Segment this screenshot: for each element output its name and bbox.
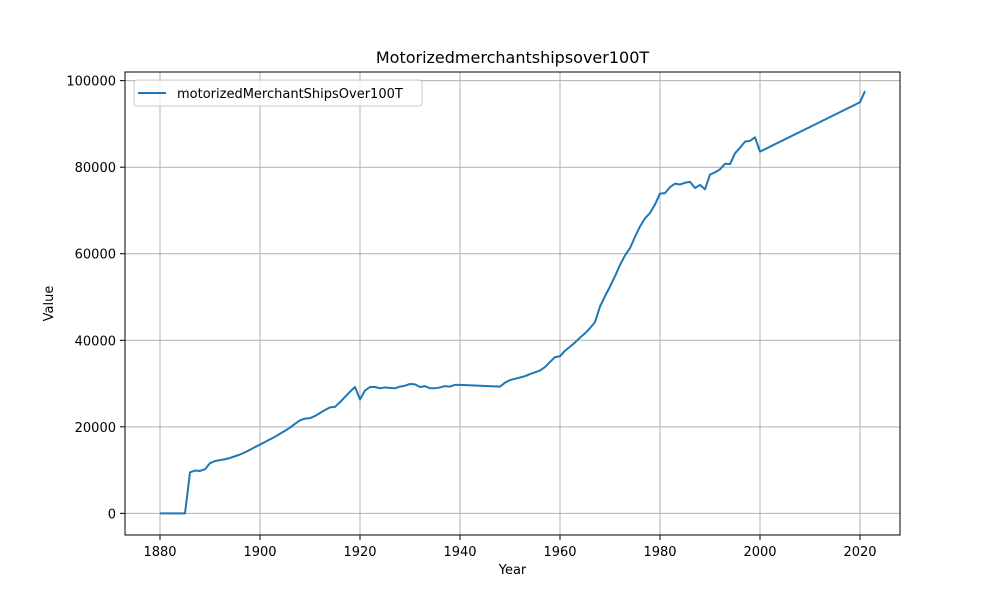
y-tick-label: 0: [108, 507, 116, 522]
y-tick-label: 80000: [75, 161, 116, 176]
x-tick-label: 1880: [143, 545, 176, 560]
x-tick-label: 1940: [443, 545, 476, 560]
x-tick-label: 1960: [543, 545, 576, 560]
y-tick-label: 40000: [75, 334, 116, 349]
plot-frame: [124, 71, 901, 536]
legend: motorizedMerchantShipsOver100T: [133, 79, 423, 107]
x-tick-label: 2000: [743, 545, 776, 560]
y-tick-label: 20000: [75, 421, 116, 436]
series-line: [160, 90, 866, 515]
x-axis-label: Year: [498, 563, 527, 578]
legend-box: [133, 79, 423, 107]
series-layer: [160, 90, 866, 515]
y-axis-ticks: 0 20000 40000 60000 80000 100000: [66, 75, 125, 522]
y-tick-label: 60000: [75, 248, 116, 263]
x-tick-label: 2020: [843, 545, 876, 560]
legend-label: motorizedMerchantShipsOver100T: [177, 87, 403, 102]
grid: [125, 72, 900, 535]
chart-title: Motorizedmerchantshipsover100T: [376, 48, 650, 67]
x-tick-label: 1980: [643, 545, 676, 560]
x-tick-label: 1920: [343, 545, 376, 560]
y-axis-label: Value: [42, 286, 57, 322]
x-axis-ticks: 1880 1900 1920 1940 1960 1980 2000 2020: [143, 535, 877, 560]
x-tick-label: 1900: [243, 545, 276, 560]
y-tick-label: 100000: [66, 75, 116, 90]
